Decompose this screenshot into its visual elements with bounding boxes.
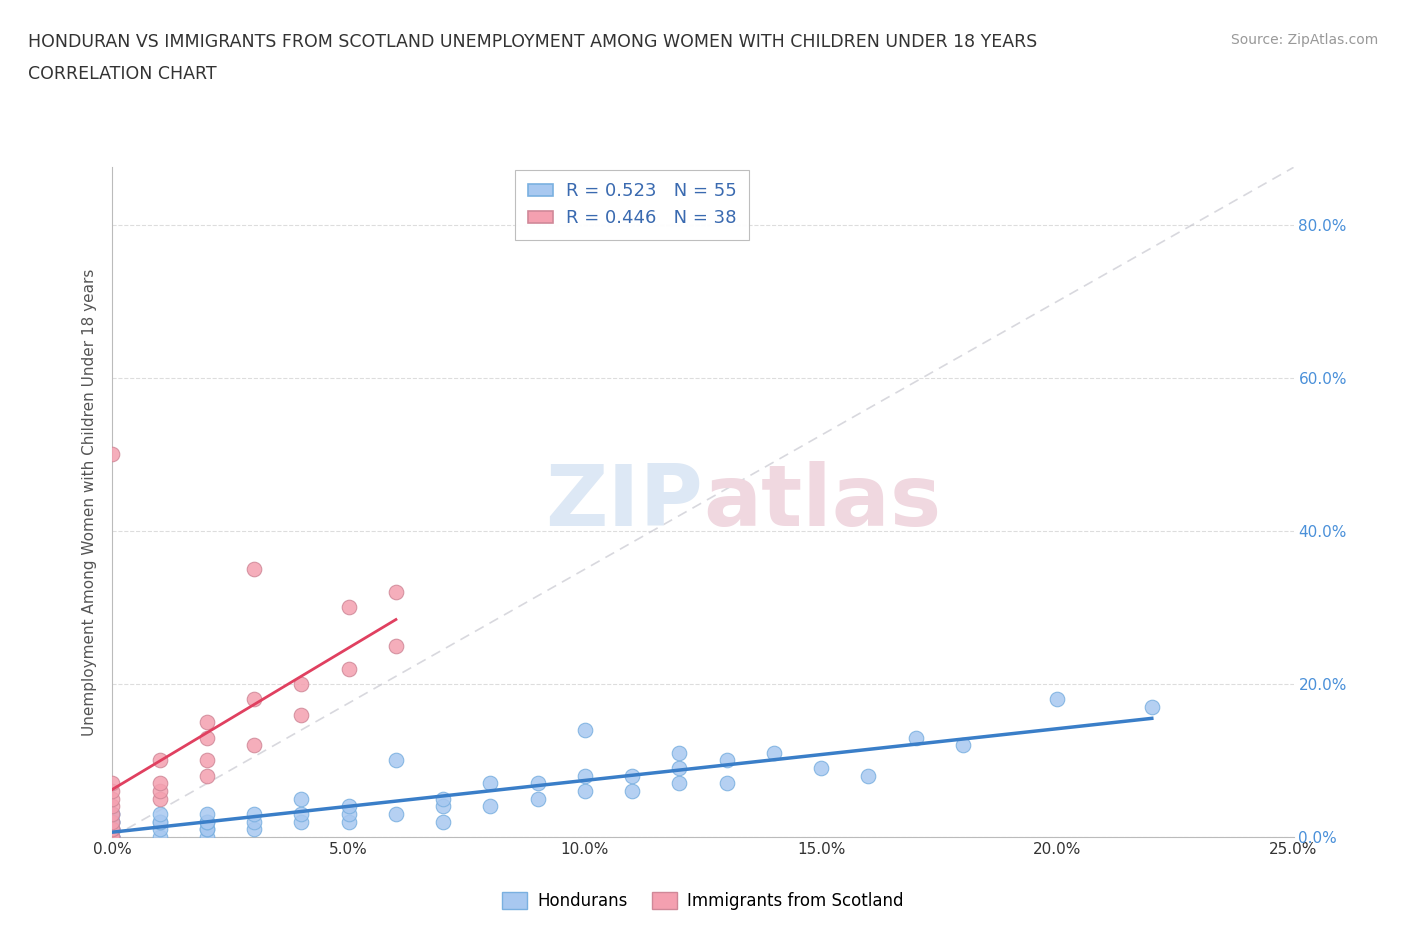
Point: [337, 600, 360, 615]
Point: [290, 815, 312, 830]
Point: [101, 830, 124, 844]
Point: [432, 791, 454, 806]
Point: [479, 776, 502, 790]
Point: [858, 768, 880, 783]
Point: [621, 768, 644, 783]
Legend: Hondurans, Immigrants from Scotland: Hondurans, Immigrants from Scotland: [495, 885, 911, 917]
Point: [101, 830, 124, 844]
Point: [101, 815, 124, 830]
Text: Source: ZipAtlas.com: Source: ZipAtlas.com: [1230, 33, 1378, 46]
Point: [1046, 692, 1069, 707]
Point: [195, 730, 218, 745]
Point: [810, 761, 832, 776]
Point: [243, 562, 266, 577]
Point: [479, 799, 502, 814]
Point: [195, 815, 218, 830]
Point: [668, 776, 690, 790]
Point: [101, 815, 124, 830]
Point: [195, 822, 218, 837]
Point: [101, 447, 124, 462]
Point: [149, 784, 172, 799]
Point: [149, 830, 172, 844]
Point: [195, 822, 218, 837]
Point: [101, 830, 124, 844]
Point: [762, 745, 785, 760]
Point: [243, 692, 266, 707]
Point: [432, 799, 454, 814]
Point: [101, 822, 124, 837]
Point: [101, 806, 124, 821]
Point: [574, 784, 596, 799]
Point: [101, 815, 124, 830]
Point: [195, 715, 218, 730]
Point: [716, 753, 738, 768]
Point: [101, 830, 124, 844]
Point: [149, 815, 172, 830]
Point: [101, 806, 124, 821]
Point: [149, 815, 172, 830]
Point: [101, 822, 124, 837]
Point: [101, 830, 124, 844]
Point: [290, 707, 312, 722]
Point: [668, 745, 690, 760]
Point: [101, 784, 124, 799]
Point: [195, 768, 218, 783]
Point: [526, 791, 548, 806]
Point: [243, 815, 266, 830]
Point: [337, 799, 360, 814]
Text: CORRELATION CHART: CORRELATION CHART: [28, 65, 217, 83]
Point: [101, 799, 124, 814]
Point: [290, 791, 312, 806]
Point: [195, 806, 218, 821]
Point: [668, 761, 690, 776]
Point: [432, 815, 454, 830]
Point: [526, 776, 548, 790]
Point: [101, 830, 124, 844]
Point: [101, 830, 124, 844]
Point: [101, 815, 124, 830]
Point: [1140, 699, 1163, 714]
Point: [101, 806, 124, 821]
Point: [101, 822, 124, 837]
Point: [337, 815, 360, 830]
Point: [101, 822, 124, 837]
Point: [243, 806, 266, 821]
Point: [904, 730, 927, 745]
Point: [385, 753, 408, 768]
Point: [149, 806, 172, 821]
Y-axis label: Unemployment Among Women with Children Under 18 years: Unemployment Among Women with Children U…: [82, 269, 97, 736]
Point: [337, 661, 360, 676]
Point: [149, 776, 172, 790]
Point: [385, 638, 408, 653]
Point: [101, 822, 124, 837]
Point: [290, 806, 312, 821]
Point: [290, 676, 312, 691]
Point: [574, 768, 596, 783]
Text: ZIP: ZIP: [546, 460, 703, 544]
Point: [195, 753, 218, 768]
Point: [243, 822, 266, 837]
Point: [195, 830, 218, 844]
Point: [195, 815, 218, 830]
Text: HONDURAN VS IMMIGRANTS FROM SCOTLAND UNEMPLOYMENT AMONG WOMEN WITH CHILDREN UNDE: HONDURAN VS IMMIGRANTS FROM SCOTLAND UNE…: [28, 33, 1038, 50]
Point: [243, 737, 266, 752]
Text: atlas: atlas: [703, 460, 941, 544]
Point: [101, 776, 124, 790]
Point: [337, 806, 360, 821]
Point: [101, 791, 124, 806]
Point: [149, 753, 172, 768]
Legend: R = 0.523   N = 55, R = 0.446   N = 38: R = 0.523 N = 55, R = 0.446 N = 38: [515, 170, 749, 240]
Point: [385, 806, 408, 821]
Point: [952, 737, 974, 752]
Point: [716, 776, 738, 790]
Point: [149, 791, 172, 806]
Point: [149, 822, 172, 837]
Point: [385, 585, 408, 600]
Point: [621, 784, 644, 799]
Point: [574, 723, 596, 737]
